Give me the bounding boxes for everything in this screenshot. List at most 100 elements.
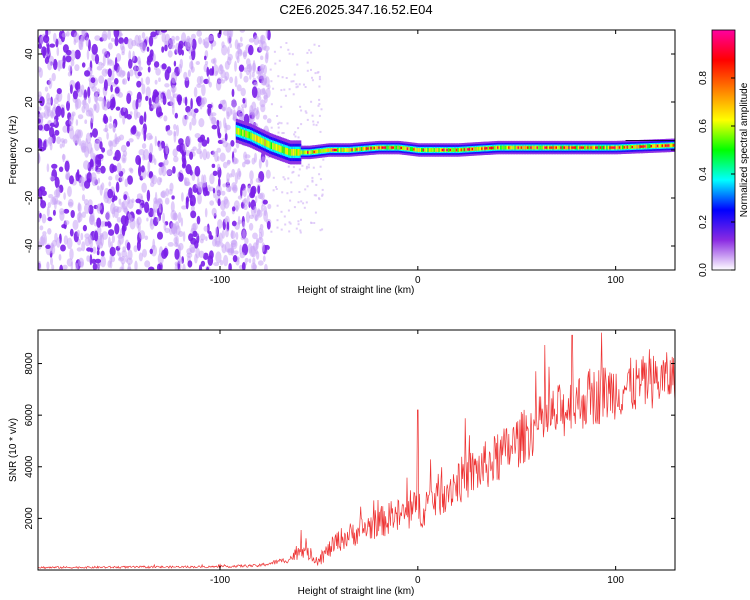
noise-blob — [84, 203, 90, 214]
noise-speck — [310, 51, 313, 54]
noise-blob — [242, 229, 246, 239]
noise-blob — [200, 97, 205, 108]
noise-blob — [88, 95, 91, 104]
noise-blob — [89, 158, 94, 168]
noise-blob — [177, 43, 183, 56]
ridge-peak-cell — [422, 148, 426, 152]
noise-blob — [172, 86, 175, 98]
noise-blob — [164, 197, 170, 205]
noise-blob — [110, 202, 116, 215]
noise-blob — [249, 73, 252, 80]
noise-blob — [150, 31, 157, 38]
noise-blob — [128, 50, 132, 61]
noise-blob — [60, 107, 65, 118]
noise-blob — [47, 216, 53, 222]
noise-speck — [295, 227, 298, 230]
noise-blob — [115, 174, 119, 181]
noise-blob — [242, 50, 247, 60]
ridge-cell — [397, 145, 400, 150]
noise-blob — [78, 137, 82, 146]
noise-blob — [173, 131, 177, 143]
noise-blob — [50, 109, 54, 118]
ridge-cell — [576, 145, 579, 150]
noise-blob — [249, 170, 254, 181]
noise-blob — [154, 91, 160, 97]
y-tick-label: -40 — [24, 238, 35, 253]
ridge-cell — [348, 148, 351, 152]
ridge-peak-cell — [563, 146, 567, 149]
noise-blob — [39, 112, 46, 118]
noise-speck — [306, 61, 309, 64]
ridge-cell — [403, 146, 406, 151]
noise-blob — [246, 195, 250, 206]
noise-blob — [173, 124, 177, 131]
noise-blob — [104, 99, 111, 109]
noise-speck — [286, 122, 289, 125]
noise-blob — [114, 57, 118, 68]
noise-blob — [61, 32, 67, 38]
ridge-cell — [337, 148, 340, 152]
noise-blob — [63, 208, 70, 214]
ridge-cell — [553, 145, 557, 150]
ridge-cell — [652, 144, 655, 148]
noise-blob — [250, 245, 257, 258]
noise-blob — [98, 75, 105, 84]
noise-speck — [311, 79, 314, 82]
noise-blob — [59, 264, 64, 270]
noise-blob — [80, 261, 84, 268]
noise-blob — [189, 151, 194, 160]
noise-blob — [244, 257, 249, 263]
colorbar-tick-label: 0.4 — [698, 167, 709, 181]
ridge-cell — [487, 146, 490, 151]
noise-blob — [218, 120, 222, 130]
noise-blob — [87, 86, 91, 99]
noise-blob — [140, 165, 145, 173]
colorbar: 0.0 0.2 0.4 0.6 0.8 Normalized spectral ampl… — [698, 29, 750, 277]
noise-blob — [219, 99, 226, 105]
colorbar-ticks: 0.0 0.2 0.4 0.6 0.8 — [698, 71, 735, 277]
noise-blob — [225, 228, 229, 238]
ridge-cell — [364, 146, 367, 151]
ridge-cell — [433, 148, 436, 152]
ridge-peak-cell — [626, 146, 630, 149]
noise-blob — [116, 162, 122, 174]
y-tick-label: 4000 — [24, 455, 35, 478]
noise-speck — [318, 114, 321, 117]
noise-blob — [201, 174, 204, 186]
noise-blob — [81, 30, 86, 36]
noise-blob — [169, 38, 176, 45]
ridge-cell — [402, 146, 405, 150]
ridge-cell — [281, 146, 284, 153]
noise-blob — [121, 250, 128, 258]
noise-blob — [154, 191, 158, 204]
noise-speck — [291, 53, 294, 56]
noise-blob — [137, 98, 142, 108]
noise-blob — [248, 258, 252, 264]
ridge-cell — [389, 145, 392, 150]
noise-blob — [153, 158, 157, 166]
noise-blob — [178, 172, 184, 182]
noise-blob — [101, 98, 106, 110]
ridge-peak-cell — [463, 148, 467, 151]
ridge-cell — [470, 147, 473, 152]
ridge-cell — [265, 140, 269, 147]
noise-blob — [129, 168, 134, 174]
noise-blob — [51, 163, 58, 169]
noise-speck — [270, 126, 273, 129]
noise-speck — [321, 228, 324, 231]
ridge-cell — [444, 148, 447, 152]
ridge-cell — [601, 145, 604, 150]
noise-speck — [277, 126, 280, 129]
noise-blob — [259, 223, 264, 230]
noise-speck — [277, 131, 280, 134]
noise-blob — [244, 237, 249, 245]
ridge-cell — [628, 145, 631, 149]
noise-blob — [192, 230, 198, 238]
noise-speck — [305, 111, 308, 114]
ridge-cell — [296, 149, 299, 156]
colorbar-gradient — [711, 29, 736, 271]
noise-speck — [290, 181, 293, 184]
noise-blob — [114, 208, 119, 219]
noise-speck — [278, 121, 281, 124]
noise-blob — [69, 175, 74, 185]
